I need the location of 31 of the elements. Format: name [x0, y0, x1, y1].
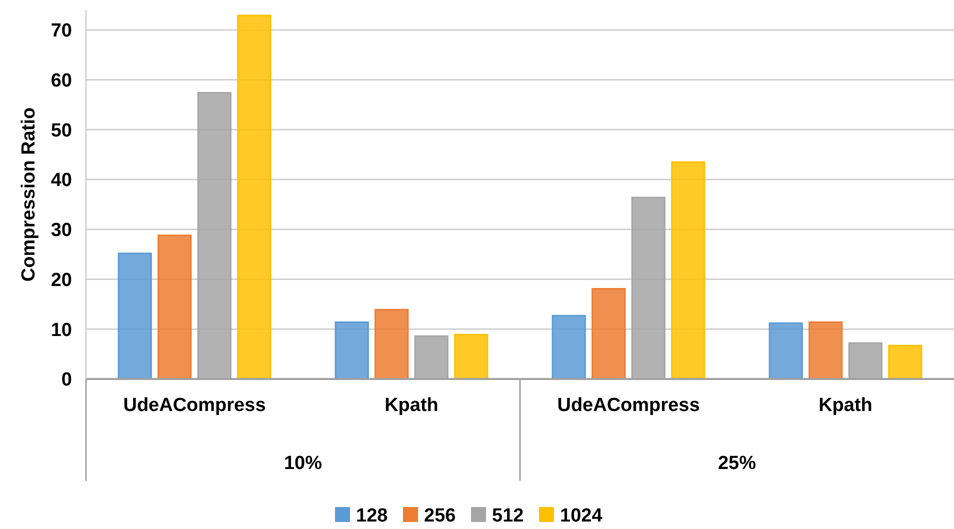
- legend-label: 1024: [560, 506, 603, 527]
- bar: [808, 321, 843, 380]
- y-tick-label: 10: [50, 320, 72, 341]
- bar: [158, 234, 192, 380]
- bar: [552, 314, 586, 380]
- y-tick-label: 20: [50, 270, 72, 291]
- x-tick-label: Kpath: [818, 395, 872, 416]
- text: 25%: [718, 453, 756, 474]
- y-tick-label: 60: [50, 70, 72, 92]
- y-tick-label: 70: [50, 20, 72, 42]
- y-tick-label: 0: [61, 370, 72, 391]
- bar: [454, 334, 488, 380]
- bar: [671, 161, 706, 380]
- bar: [592, 288, 626, 380]
- y-tick-label: 30: [50, 220, 72, 242]
- y-axis-title: Compression Ratio: [18, 107, 40, 282]
- legend-label: 256: [424, 506, 456, 527]
- x-tick-label: UdeACompress: [557, 395, 700, 416]
- legend-label: 512: [492, 506, 524, 527]
- bar: [118, 252, 152, 380]
- legend-label: 128: [356, 506, 388, 527]
- y-tick-label: 50: [50, 120, 72, 142]
- bar: [374, 308, 409, 380]
- y-tick-label: 40: [50, 170, 72, 192]
- bar: [768, 322, 803, 380]
- x-tick-label: UdeACompress: [123, 395, 266, 416]
- x-tick-label: Kpath: [384, 395, 438, 416]
- text: 10%: [284, 453, 322, 474]
- bar: [334, 321, 369, 380]
- bar: [237, 14, 272, 380]
- bar: [888, 344, 922, 380]
